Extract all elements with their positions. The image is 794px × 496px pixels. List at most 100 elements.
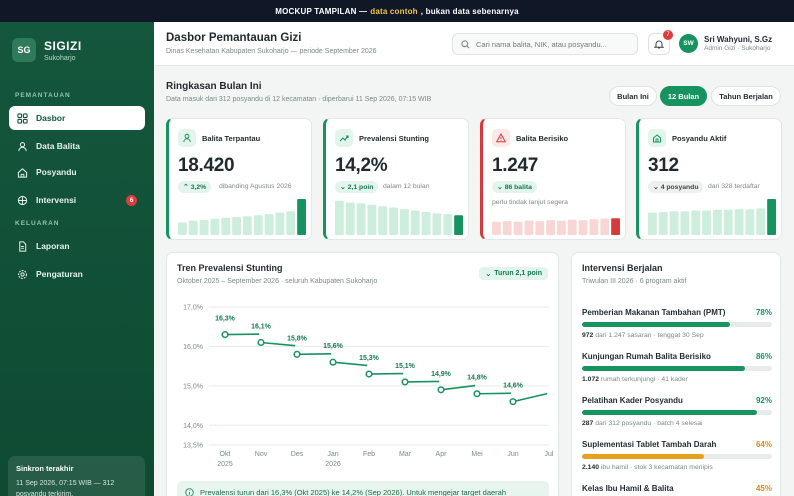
search-input[interactable] <box>476 39 636 49</box>
intervention-progress-fill <box>582 454 704 459</box>
page-subtitle: Dinas Kesehatan Kabupaten Sukoharjo — pe… <box>166 48 377 55</box>
intervention-item[interactable]: Suplementasi Tablet Tambah Darah 64% 2.1… <box>582 440 772 471</box>
y-tick-label: 17,0% <box>183 305 203 312</box>
data-point[interactable] <box>257 338 265 347</box>
intervention-count: 972 <box>582 332 594 339</box>
x-tick-label: Jun <box>507 451 518 458</box>
notification-button[interactable]: 7 <box>648 30 673 55</box>
sidebar-item-data-balita[interactable]: Data Balita <box>9 134 145 158</box>
sidebar-item-pengaturan[interactable]: Pengaturan <box>9 262 145 286</box>
brand[interactable]: SG SIGIZI Sukoharjo <box>12 38 82 62</box>
intervention-item[interactable]: Kelas Ibu Hamil & Balita 45% <box>582 484 772 493</box>
notification-count: 7 <box>663 30 673 40</box>
mockup-banner: MOCKUP TAMPILAN — data contoh , bukan da… <box>0 0 794 22</box>
sparkline-bar <box>691 210 701 235</box>
intervention-item[interactable]: Pelatihan Kader Posyandu 92% 287 dari 31… <box>582 396 772 427</box>
sidebar-item-label: Pengaturan <box>36 269 83 279</box>
intervention-percent: 64% <box>755 440 772 449</box>
trend-card: Tren Prevalensi Stunting Oktober 2025 – … <box>166 252 559 496</box>
sparkline-bar <box>210 218 220 235</box>
kpi-change-value: 4 posyandu <box>660 183 699 191</box>
sparkline-bar <box>611 218 620 235</box>
kpi-card-posyandu-aktif[interactable]: Posyandu Aktif 312 ⌄ 4 posyandu dari 328 … <box>636 118 782 240</box>
data-label: 14,9% <box>431 371 452 378</box>
sparkline-bar <box>680 211 690 235</box>
data-point[interactable] <box>401 378 409 386</box>
sparkline-bar <box>356 203 366 235</box>
intervention-meta-text: dari 1.247 sasaran · tenggat 30 Sep <box>595 332 704 339</box>
sidebar-item-label: Intervensi <box>36 195 77 205</box>
intervention-meta: 1.072 rumah terkunjungi · 41 kader <box>582 376 772 383</box>
sidebar-item-label: Posyandu <box>36 167 77 177</box>
intervention-name: Pelatihan Kader Posyandu <box>582 396 683 405</box>
data-point[interactable] <box>509 398 517 406</box>
summary-subtitle: Data masuk dari 312 posyandu di 12 kecam… <box>166 96 432 103</box>
intervention-name: Pemberian Makanan Tambahan (PMT) <box>582 308 726 317</box>
kpi-card-prevalensi[interactable]: Prevalensi Stunting 14,2% ⌄ 2,1 poin dala… <box>323 118 469 240</box>
kpi-value: 14,2% <box>335 155 388 176</box>
intervention-progress-fill <box>582 410 757 415</box>
data-point[interactable] <box>365 370 373 378</box>
sparkline-bar <box>557 220 566 235</box>
period-tahun-berjalan[interactable]: Tahun Berjalan <box>711 86 781 106</box>
intervention-item[interactable]: Kunjungan Rumah Balita Berisiko 86% 1.07… <box>582 352 772 383</box>
intervention-meta: 972 dari 1.247 sasaran · tenggat 30 Sep <box>582 332 772 339</box>
kpi-note: dari 328 terdaftar <box>708 183 760 190</box>
trend-badge-label: Turun 2,1 poin <box>494 270 542 277</box>
sparkline-bar <box>734 209 744 235</box>
sidebar-item-laporan[interactable]: Laporan <box>9 234 145 258</box>
sidebar-item-label: Data Balita <box>36 141 80 151</box>
period-bulan-ini[interactable]: Bulan Ini <box>609 86 657 106</box>
banner-highlight: data contoh <box>370 6 418 16</box>
search-icon <box>461 39 470 48</box>
data-label: 16,1% <box>251 323 272 330</box>
search-box[interactable] <box>452 33 638 55</box>
interventions-card: Intervensi Berjalan Triwulan III 2026 · … <box>571 252 781 496</box>
trend-chart: 17,0% 16,0% 15,0% 14,0% 13,5% 16,3% 16,1% 15,8%… <box>183 305 554 469</box>
kpi-card-balita-berisiko[interactable]: Balita Berisiko 1.247 ⌄ 86 balita perlu t… <box>480 118 626 240</box>
x-tick-label: Mei <box>471 451 483 458</box>
sparkline-bar <box>589 219 599 235</box>
sparkline-bar <box>253 215 263 235</box>
sidebar-item-intervensi[interactable]: Intervensi 6 <box>9 188 145 212</box>
kpi-label: Balita Berisiko <box>516 134 569 143</box>
series-line-segment <box>512 392 548 403</box>
user-name[interactable]: Sri Wahyuni, S.Gz <box>704 35 773 44</box>
data-point[interactable] <box>473 390 481 398</box>
kpi-card-balita-terpantau[interactable]: Balita Terpantau 18.420 ⌃ 3,2% dibanding … <box>166 118 312 240</box>
sidebar: SG SIGIZI Sukoharjo PEMANTAUAN Dasbor Da… <box>0 22 154 496</box>
intervention-name: Kelas Ibu Hamil & Balita <box>582 484 674 493</box>
intervention-item[interactable]: Pemberian Makanan Tambahan (PMT) 78% 972… <box>582 308 772 339</box>
data-point[interactable] <box>221 331 229 339</box>
data-point[interactable] <box>437 386 445 394</box>
kpi-change-value: 3,2% <box>190 183 207 191</box>
sparkline-bar <box>378 206 388 235</box>
sparkline-bar <box>702 210 711 235</box>
intervention-count: 287 <box>582 420 594 427</box>
x-tick-label: Nov <box>255 451 268 458</box>
period-12-bulan[interactable]: 12 Bulan <box>660 86 707 106</box>
trend-note-text: Prevalensi turun dari 16,3% (Okt 2025) k… <box>200 488 507 496</box>
kpi-sparkline <box>492 218 620 235</box>
series-line-segment <box>260 341 296 347</box>
data-point[interactable] <box>293 350 301 358</box>
sparkline-bar <box>756 208 766 235</box>
kpi-value: 1.247 <box>492 155 539 176</box>
user-role: Admin Gizi · Sukoharjo <box>704 45 771 52</box>
sparkline-bar <box>713 209 722 235</box>
intervention-progress <box>582 410 772 415</box>
sparkline-bar <box>297 199 306 235</box>
sidebar-item-posyandu[interactable]: Posyandu <box>9 160 145 184</box>
sparkline-bar <box>502 221 512 235</box>
sidebar-item-dasbor[interactable]: Dasbor <box>9 106 145 130</box>
sparkline-bar <box>669 211 679 235</box>
data-point[interactable] <box>329 358 337 366</box>
arrow-down-icon: ⌄ <box>497 184 503 191</box>
home-icon <box>17 167 28 178</box>
avatar[interactable]: SW <box>679 34 698 53</box>
intervention-meta-text: ibu hamil · stok 3 kecamatan menipis <box>600 464 713 471</box>
kpi-change-value: 2,1 poin <box>347 183 374 191</box>
kpi-label: Posyandu Aktif <box>672 134 727 143</box>
sparkline-bar <box>745 209 755 235</box>
sparkline-bar <box>454 215 463 235</box>
